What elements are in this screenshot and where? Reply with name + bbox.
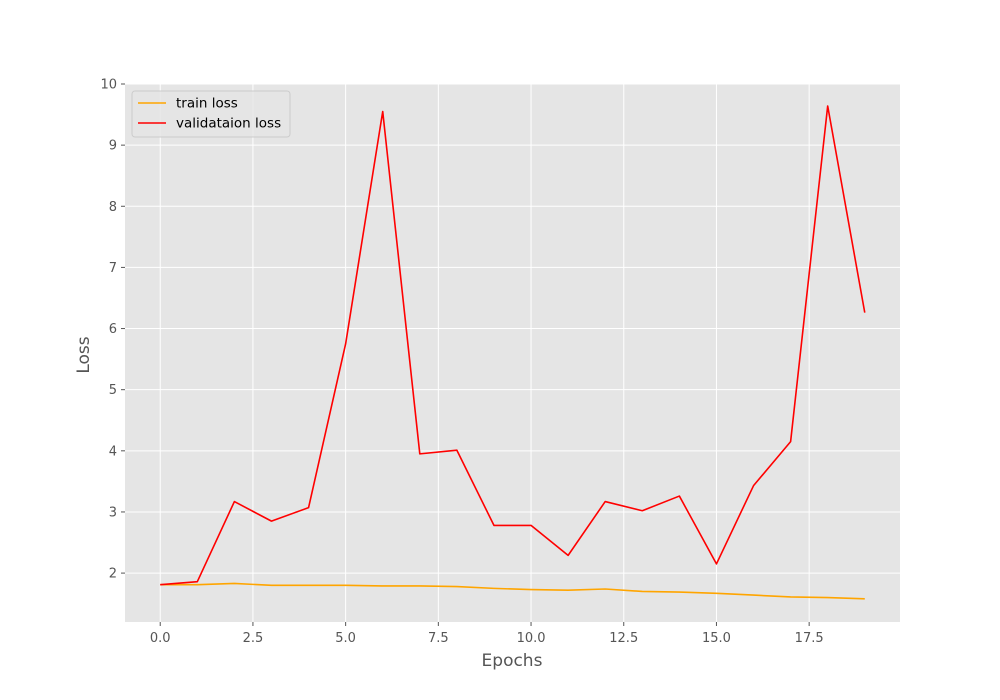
- x-tick-label: 15.0: [702, 631, 731, 646]
- series-line-train-loss: [160, 582, 865, 600]
- y-tick-label: 10: [100, 78, 117, 93]
- x-tick-label: 2.5: [243, 631, 264, 646]
- y-axis-label: Loss: [74, 336, 94, 373]
- plot-area: [125, 84, 900, 622]
- x-tick-label: 5.0: [335, 631, 356, 646]
- x-tick-label: 12.5: [609, 631, 638, 646]
- grid: [125, 83, 900, 622]
- y-tick-label: 5: [109, 383, 117, 398]
- legend-box: [131, 90, 291, 138]
- x-axis-ticks: 0.0 2.5 5.0 7.5 10.0 12.5 15.0 17.5: [150, 622, 824, 646]
- x-tick-label: 0.0: [150, 631, 171, 646]
- y-tick-label: 8: [109, 200, 117, 215]
- legend: train loss validataion loss: [131, 90, 291, 138]
- x-tick-label: 10.0: [517, 631, 546, 646]
- y-tick-label: 4: [109, 444, 117, 459]
- y-tick-label: 3: [109, 505, 117, 520]
- x-tick-label: 17.5: [795, 631, 824, 646]
- legend-label: train loss: [176, 96, 238, 112]
- y-axis-ticks: 2 3 4 5 6 7 8 9 10: [100, 78, 125, 582]
- x-tick-label: 7.5: [428, 631, 449, 646]
- legend-label: validataion loss: [176, 116, 281, 132]
- series-line-validation-loss: [160, 105, 866, 586]
- x-axis-label: Epochs: [482, 651, 543, 671]
- y-tick-label: 9: [109, 139, 117, 154]
- series-lines: [160, 105, 866, 600]
- y-tick-label: 7: [109, 261, 117, 276]
- y-tick-label: 6: [109, 322, 117, 337]
- y-tick-label: 2: [109, 567, 117, 582]
